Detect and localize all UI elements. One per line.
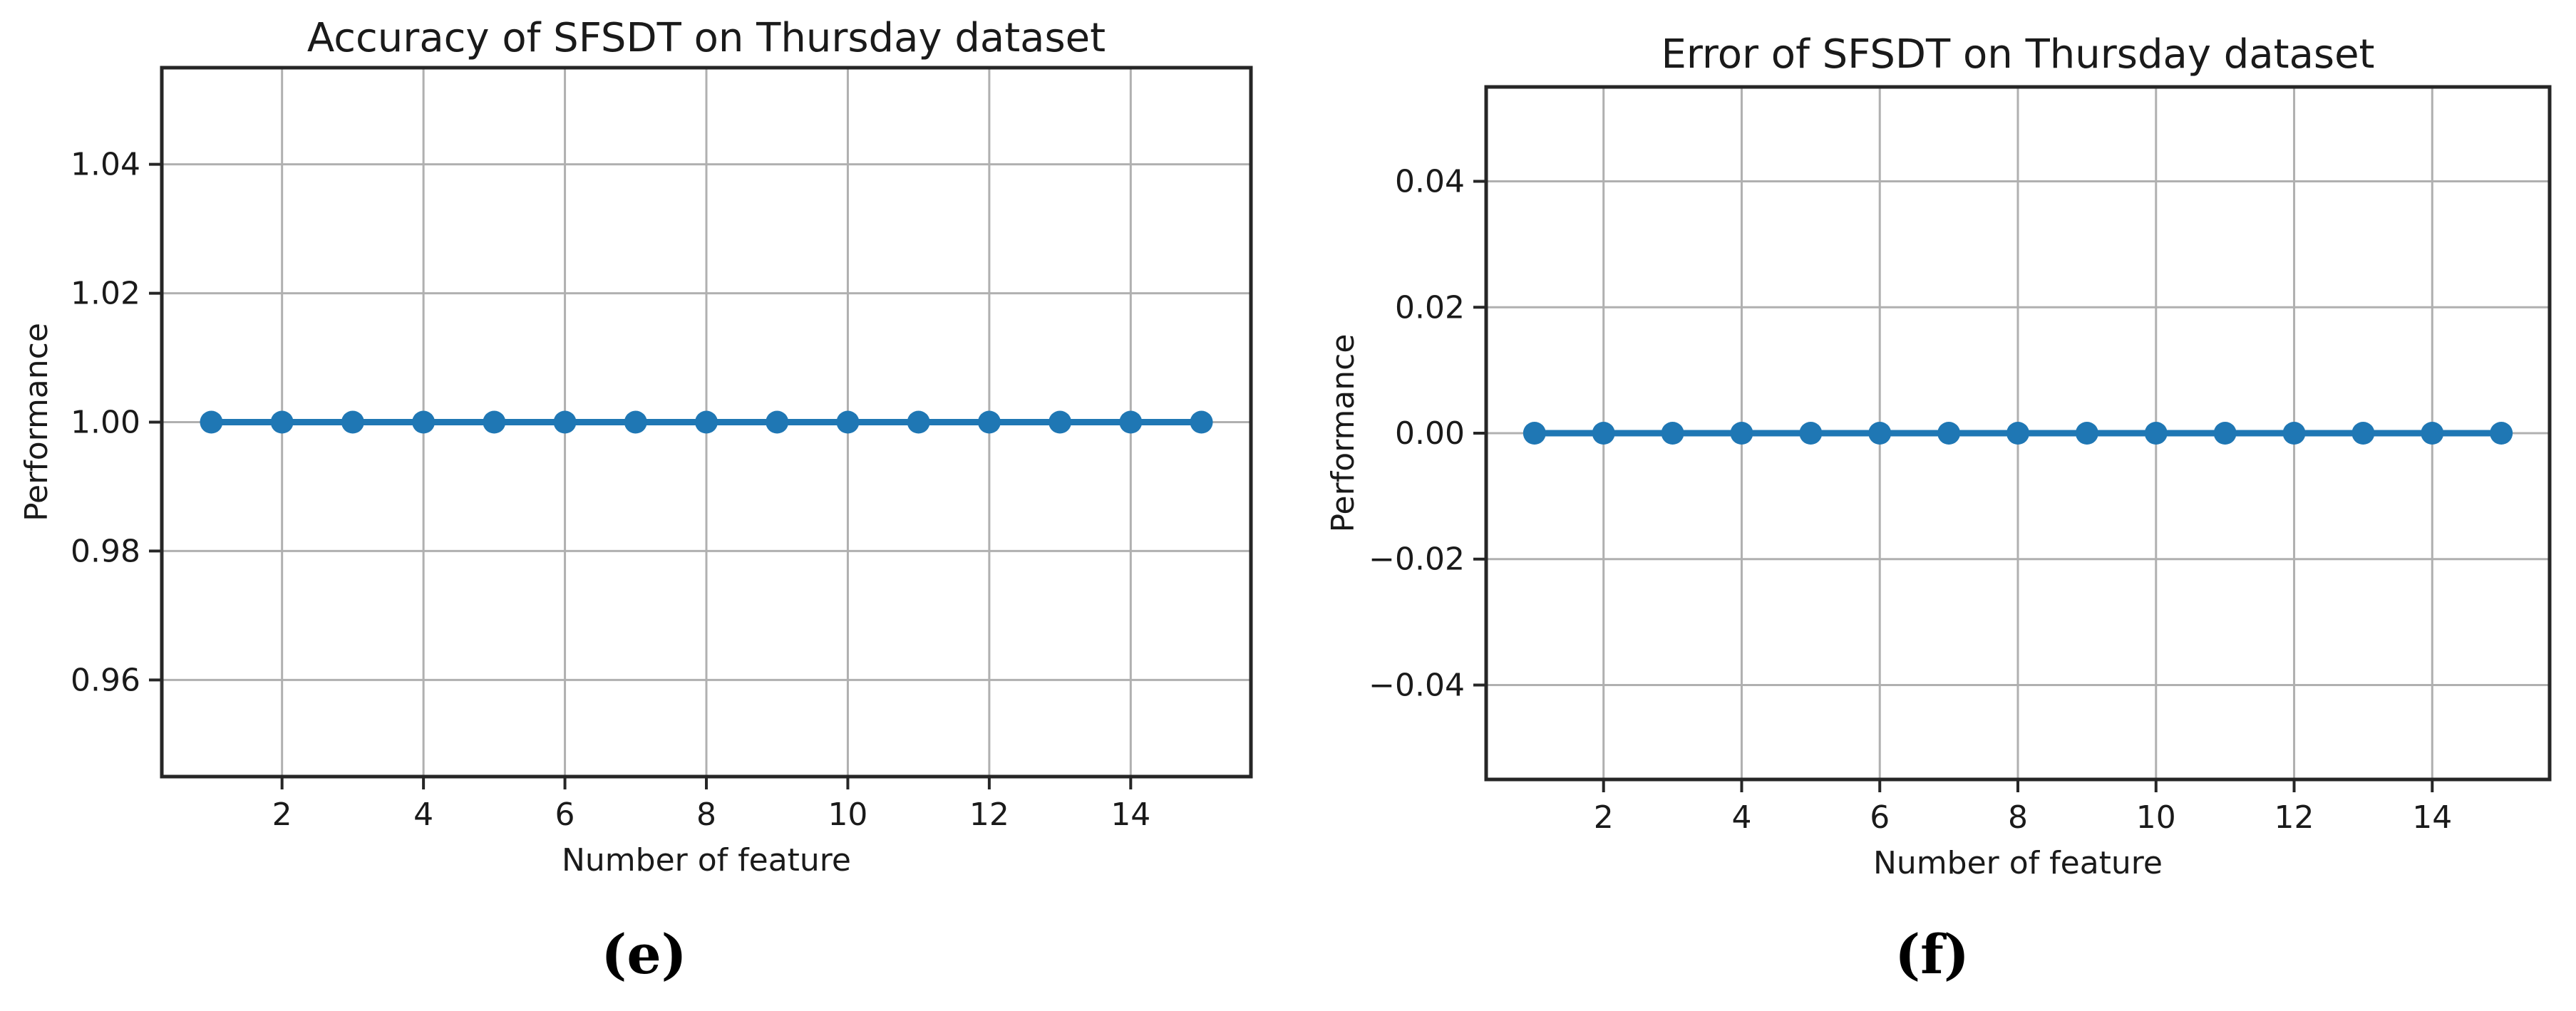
data-point xyxy=(270,410,294,434)
data-point xyxy=(766,410,789,434)
x-axis-label: Number of feature xyxy=(1873,845,2163,881)
data-point xyxy=(1730,422,1753,445)
data-point xyxy=(2144,422,2168,445)
y-tick-label: 0.98 xyxy=(71,533,140,569)
x-tick-label: 8 xyxy=(2008,799,2028,836)
x-tick-label: 14 xyxy=(1111,797,1150,833)
x-tick-label: 10 xyxy=(2136,799,2176,836)
accuracy-line-chart: 2 4 6 8 10 12 14 0.96 0.98 1.00 1.02 1.04 Accuracy o… xyxy=(19,15,1253,878)
x-tick-label: 12 xyxy=(2274,799,2314,836)
data-point xyxy=(200,410,223,434)
x-tick-label: 6 xyxy=(555,797,575,833)
error-chart-cell: 2 4 6 8 10 12 14 −0.04 −0.02 0.00 0.02 0.04 Error of… xyxy=(1288,0,2576,1011)
plot-frame xyxy=(160,66,1253,779)
y-tick-label: 0.02 xyxy=(1395,289,1465,326)
x-tick-label: 2 xyxy=(272,797,292,833)
x-tick-label: 12 xyxy=(969,797,1009,833)
data-point xyxy=(2006,422,2029,445)
y-tick-label: 1.00 xyxy=(71,405,140,441)
x-tick-label: 14 xyxy=(2412,799,2452,836)
data-point xyxy=(2490,422,2513,445)
data-point xyxy=(1190,410,1213,434)
x-tick-label: 10 xyxy=(828,797,867,833)
x-tick-label: 4 xyxy=(413,797,433,833)
chart-title: Error of SFSDT on Thursday dataset xyxy=(1661,31,2375,78)
data-point xyxy=(553,410,577,434)
y-tick-label: 1.04 xyxy=(71,147,140,183)
x-tick-label: 6 xyxy=(1870,799,1890,836)
data-point xyxy=(1799,422,1823,445)
data-point xyxy=(1119,410,1143,434)
y-tick-label: 1.02 xyxy=(71,276,140,312)
data-point xyxy=(1661,422,1684,445)
y-axis-label: Performance xyxy=(19,323,55,522)
accuracy-chart-cell: 2 4 6 8 10 12 14 0.96 0.98 1.00 1.02 1.04 Accuracy o… xyxy=(19,15,1253,986)
data-point xyxy=(1049,410,1072,434)
y-tick-label: 0.96 xyxy=(71,662,140,698)
data-point xyxy=(836,410,860,434)
x-axis-label: Number of feature xyxy=(562,842,851,878)
y-tick-label: −0.02 xyxy=(1369,541,1465,578)
chart-title: Accuracy of SFSDT on Thursday dataset xyxy=(307,15,1106,61)
data-point xyxy=(1523,422,1546,445)
data-point xyxy=(2213,422,2237,445)
x-tick-label: 8 xyxy=(696,797,716,833)
data-point xyxy=(412,410,436,434)
data-point xyxy=(2075,422,2098,445)
error-line-chart: 2 4 6 8 10 12 14 −0.04 −0.02 0.00 0.02 0.04 Error of… xyxy=(1325,31,2552,881)
data-point xyxy=(2421,422,2444,445)
data-point xyxy=(1868,422,1892,445)
subfigure-label-f: (f) xyxy=(1895,923,1969,986)
data-point xyxy=(483,410,506,434)
x-tick-label: 2 xyxy=(1594,799,1614,836)
subfigure-label-e: (e) xyxy=(601,923,687,986)
data-point xyxy=(2351,422,2375,445)
plot-frame xyxy=(1484,85,2552,782)
data-point xyxy=(1937,422,1961,445)
data-point xyxy=(624,410,647,434)
y-tick-label: −0.04 xyxy=(1369,667,1465,703)
y-tick-label: 0.00 xyxy=(1395,415,1465,452)
x-tick-label: 4 xyxy=(1731,799,1751,836)
data-point xyxy=(2282,422,2306,445)
data-point xyxy=(695,410,718,434)
data-point xyxy=(907,410,930,434)
data-point xyxy=(977,410,1001,434)
y-tick-label: 0.04 xyxy=(1395,164,1465,200)
data-point xyxy=(1592,422,1615,445)
data-point xyxy=(341,410,364,434)
y-axis-label: Performance xyxy=(1325,334,1361,533)
